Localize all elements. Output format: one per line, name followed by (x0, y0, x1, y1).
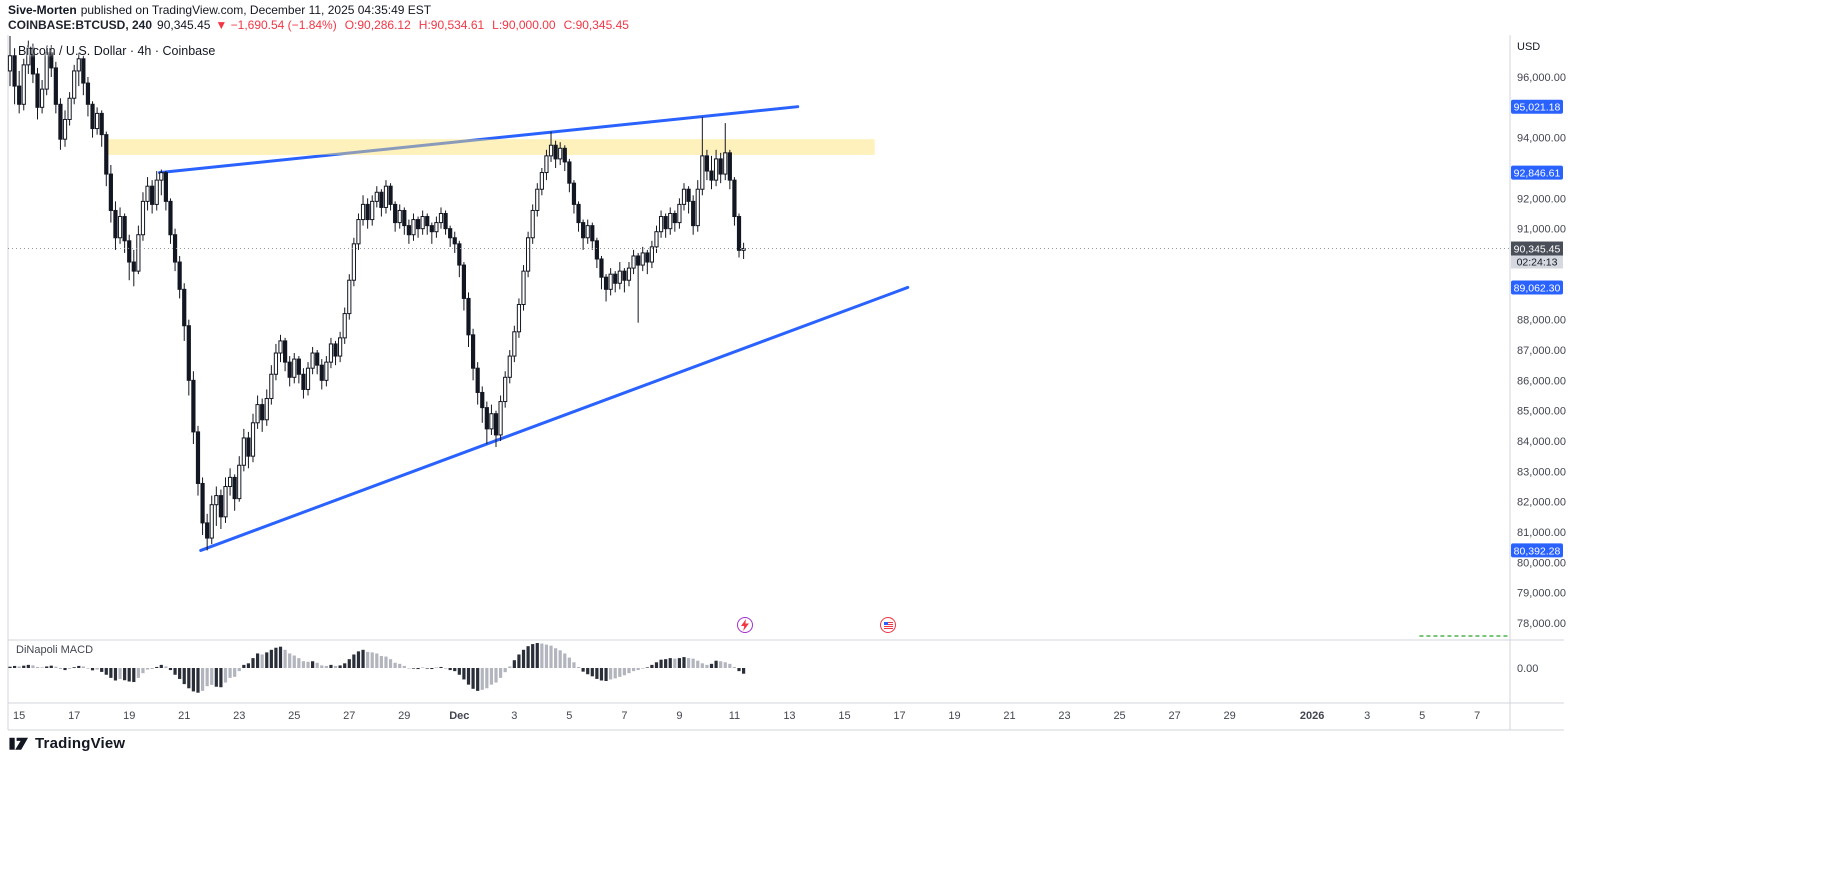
svg-text:96,000.00: 96,000.00 (1517, 72, 1566, 84)
svg-text:3: 3 (1364, 710, 1370, 722)
time-axis[interactable]: 15 17 19 21 23 25 27 29 Dec 3 5 7 9 11 13 15 17 19 21 23 25 2… (13, 710, 1480, 722)
us-economic-event-icon[interactable] (880, 617, 897, 633)
svg-text:17: 17 (893, 710, 905, 722)
published-info: published on TradingView.com, December 1… (80, 3, 432, 17)
svg-text:29: 29 (398, 710, 410, 722)
svg-text:80,000.00: 80,000.00 (1517, 557, 1566, 569)
macd-zero-label: 0.00 (1517, 663, 1538, 675)
svg-text:13: 13 (783, 710, 795, 722)
candles-layer[interactable] (7, 36, 1510, 551)
price-badge (1511, 165, 1563, 180)
tradingview-mark-icon (9, 737, 29, 750)
svg-text:5: 5 (566, 710, 572, 722)
svg-text:23: 23 (1058, 710, 1070, 722)
header: Sive-Morten published on TradingView.com,… (8, 3, 629, 33)
svg-text:17: 17 (68, 710, 80, 722)
svg-text:89,062.30: 89,062.30 (1514, 282, 1561, 294)
svg-text:02:24:13: 02:24:13 (1517, 257, 1558, 269)
price-badge (1511, 543, 1563, 558)
svg-text:9: 9 (676, 710, 682, 722)
open-value: O:90,286.12 (344, 18, 411, 32)
macd-histogram[interactable] (8, 643, 746, 693)
svg-text:3: 3 (511, 710, 517, 722)
svg-text:23: 23 (233, 710, 245, 722)
lightning-icon (741, 619, 750, 631)
chart-frame (7, 35, 1564, 731)
svg-text:81,000.00: 81,000.00 (1517, 527, 1566, 539)
price-axis[interactable]: USD 96,000.00 94,000.00 92,000.00 91,000.00 8… (1511, 41, 1566, 675)
svg-text:86,000.00: 86,000.00 (1517, 375, 1566, 387)
publish-line: Sive-Morten published on TradingView.com,… (8, 3, 629, 18)
svg-text:94,000.00: 94,000.00 (1517, 133, 1566, 145)
last-price: 90,345.45 (157, 18, 211, 32)
svg-text:87,000.00: 87,000.00 (1517, 345, 1566, 357)
svg-text:90,345.45: 90,345.45 (1514, 244, 1561, 256)
price-change: ▼ −1,690.54 (−1.84%) (215, 18, 337, 32)
low-value: L:90,000.00 (492, 18, 556, 32)
svg-text:27: 27 (343, 710, 355, 722)
indicator-label: DiNapoli MACD (16, 644, 94, 656)
svg-text:88,000.00: 88,000.00 (1517, 315, 1566, 327)
svg-text:19: 19 (123, 710, 135, 722)
svg-text:21: 21 (178, 710, 190, 722)
svg-text:78,000.00: 78,000.00 (1517, 618, 1566, 630)
svg-text:21: 21 (1003, 710, 1015, 722)
price-badge (1511, 280, 1563, 295)
symbol-line: COINBASE:BTCUSD, 240 90,345.45 ▼ −1,690.54… (8, 18, 629, 33)
price-badge (1511, 99, 1563, 114)
svg-text:84,000.00: 84,000.00 (1517, 436, 1566, 448)
svg-text:85,000.00: 85,000.00 (1517, 406, 1566, 418)
svg-text:79,000.00: 79,000.00 (1517, 588, 1566, 600)
svg-text:19: 19 (948, 710, 960, 722)
svg-text:92,000.00: 92,000.00 (1517, 193, 1566, 205)
svg-text:15: 15 (13, 710, 25, 722)
svg-text:25: 25 (288, 710, 300, 722)
axis-currency-label: USD (1517, 41, 1540, 53)
svg-text:11: 11 (729, 710, 740, 722)
svg-text:27: 27 (1168, 710, 1180, 722)
svg-text:2026: 2026 (1300, 710, 1324, 722)
tradingview-logo[interactable]: TradingView (8, 733, 125, 754)
svg-text:92,846.61: 92,846.61 (1514, 168, 1561, 180)
svg-text:91,000.00: 91,000.00 (1517, 224, 1566, 236)
svg-text:7: 7 (1474, 710, 1480, 722)
svg-text:80,392.28: 80,392.28 (1514, 545, 1561, 557)
close-value: C:90,345.45 (563, 18, 629, 32)
svg-text:25: 25 (1113, 710, 1125, 722)
tradingview-wordmark: TradingView (35, 735, 126, 752)
svg-text:7: 7 (621, 710, 627, 722)
chart-legend: Bitcoin / U.S. Dollar · 4h · Coinbase (18, 44, 216, 58)
high-value: H:90,534.61 (418, 18, 485, 32)
svg-text:83,000.00: 83,000.00 (1517, 466, 1566, 478)
svg-text:5: 5 (1419, 710, 1425, 722)
symbol-interval: COINBASE:BTCUSD, 240 (8, 18, 153, 32)
highlight-zone[interactable] (104, 139, 875, 155)
svg-text:29: 29 (1223, 710, 1235, 722)
trendline-lower[interactable] (199, 285, 910, 552)
reversal-event-icon[interactable] (737, 617, 754, 633)
countdown-badge (1511, 255, 1563, 269)
current-price-badge (1511, 241, 1563, 256)
trendline-drawings[interactable] (104, 105, 1508, 637)
us-flag-icon (883, 621, 893, 629)
svg-text:15: 15 (838, 710, 850, 722)
trendline-upper[interactable] (157, 105, 800, 175)
svg-text:Dec: Dec (449, 710, 469, 722)
svg-text:82,000.00: 82,000.00 (1517, 497, 1566, 509)
svg-text:95,021.18: 95,021.18 (1514, 102, 1561, 114)
author-name: Sive-Morten (8, 3, 77, 17)
